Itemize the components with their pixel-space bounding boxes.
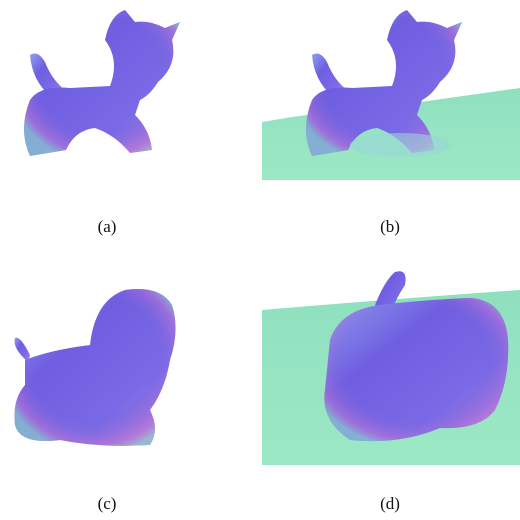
caption: (d) [380, 494, 400, 513]
render-a [24, 10, 180, 156]
render-c [14, 289, 175, 446]
render-b [262, 10, 520, 180]
render-d [262, 271, 520, 465]
caption: (c) [98, 494, 117, 513]
caption: (b) [380, 217, 400, 236]
figure: (a) (b) (c) (d) [0, 0, 520, 520]
caption: (a) [98, 217, 117, 236]
